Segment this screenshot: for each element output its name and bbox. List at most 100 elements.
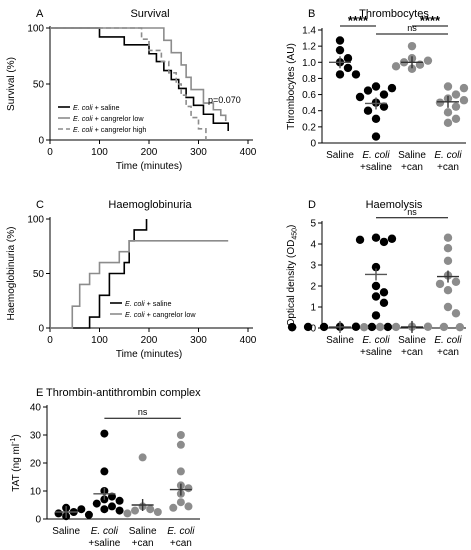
data-point (371, 281, 381, 291)
data-point (176, 498, 185, 507)
data-point (107, 492, 116, 501)
y-tick-label: 4 (310, 240, 316, 251)
y-tick-label: 1.2 (302, 42, 316, 53)
group-sublabel: +can (437, 347, 459, 358)
data-point (443, 108, 453, 117)
panel-label: A (36, 8, 44, 20)
group-sublabel: +saline (360, 162, 392, 173)
series-line-2 (50, 240, 229, 329)
significance-label: ns (138, 407, 148, 417)
y-tick-label: 5 (310, 219, 316, 230)
data-point (371, 262, 381, 272)
data-point (355, 235, 365, 244)
series-line-1 (50, 219, 148, 329)
data-point (379, 90, 389, 99)
data-point (379, 298, 389, 307)
x-tick-label: 400 (240, 147, 257, 158)
group-label: E. coli (91, 526, 119, 537)
panel-label: C (36, 199, 44, 211)
group-label: Saline (326, 335, 354, 346)
data-point (84, 510, 93, 519)
y-axis-label: Thrombocytes (AU) (286, 43, 297, 130)
y-tick-label: 40 (30, 403, 42, 414)
chart-title: Haemolysis (366, 199, 423, 211)
y-tick-label: 2 (310, 282, 316, 293)
group-sublabel: +can (170, 538, 192, 549)
data-point (443, 256, 453, 265)
data-point (77, 505, 86, 514)
data-point (335, 45, 345, 55)
data-point (391, 322, 401, 332)
data-point (379, 237, 389, 247)
y-tick-label: 0 (38, 324, 44, 335)
legend-label: E. coli + cangrelor low (125, 310, 196, 319)
data-point (138, 453, 147, 462)
data-point (407, 41, 417, 51)
y-tick-label: 30 (30, 431, 42, 442)
x-tick-label: 0 (47, 335, 53, 346)
series-line-1 (50, 27, 229, 132)
data-point (176, 440, 185, 449)
data-point (363, 106, 373, 115)
data-point (371, 311, 381, 320)
data-point (115, 506, 124, 515)
group-label: E. coli (362, 335, 390, 346)
y-tick-label: 0.6 (302, 90, 316, 101)
data-point (379, 102, 389, 111)
data-point (169, 503, 178, 512)
panel-D: D Haemolysis 0 1 2 3 4 5 Optical density (OD450)… (286, 199, 466, 358)
y-tick-label: 1.4 (302, 26, 316, 37)
x-axis-label: Time (minutes) (116, 349, 182, 360)
y-tick-label: 0 (38, 136, 44, 147)
group-sublabel: +can (437, 162, 459, 173)
data-point (439, 322, 449, 332)
y-tick-label: 0 (310, 139, 316, 150)
y-axis-label: Survival (%) (6, 57, 17, 111)
data-point (343, 63, 353, 73)
data-point (371, 114, 381, 123)
data-point (443, 118, 453, 128)
y-tick-label: 3 (310, 261, 316, 272)
group-label: Saline (398, 150, 426, 161)
data-point (351, 70, 361, 79)
x-tick-label: 200 (141, 147, 158, 158)
group-sublabel: +saline (360, 347, 392, 358)
chart-title: Survival (130, 8, 169, 20)
data-point (371, 233, 381, 242)
data-point (131, 506, 140, 515)
data-point (319, 322, 329, 332)
legend-label: E. coli + saline (125, 299, 172, 308)
legend-label: E. coli + saline (73, 103, 120, 112)
data-point (335, 36, 345, 45)
data-point (343, 54, 353, 63)
significance-label: ns (407, 207, 417, 217)
group-label: E. coli (167, 526, 195, 537)
panel-B: B Thrombocytes 0 0.2 0.4 0.6 0.8 1.0 1.2 1.4 Throm… (286, 8, 469, 173)
y-tick-label: 10 (30, 487, 42, 498)
data-point (100, 429, 109, 438)
data-point (391, 62, 401, 71)
group-label: Saline (326, 150, 354, 161)
x-axis-label: Time (minutes) (116, 161, 182, 172)
data-point (443, 233, 453, 242)
x-tick-label: 100 (91, 147, 108, 158)
data-point (351, 322, 361, 331)
data-point (100, 467, 109, 476)
data-point (287, 322, 297, 332)
data-point (451, 309, 461, 318)
y-axis-label: Haemoglobinuria (%) (6, 227, 17, 321)
y-tick-label: 100 (27, 215, 44, 226)
data-point (303, 322, 313, 332)
data-point (371, 82, 381, 91)
p-value-annotation: p=0.070 (208, 95, 241, 105)
x-tick-label: 200 (141, 335, 158, 346)
data-point (459, 96, 469, 105)
data-point (176, 467, 185, 476)
panel-label: B (308, 8, 315, 20)
y-tick-label: 1 (310, 303, 316, 314)
x-tick-label: 300 (190, 147, 207, 158)
data-point (363, 86, 373, 95)
group-sublabel: +saline (88, 538, 120, 549)
data-point (383, 322, 393, 332)
